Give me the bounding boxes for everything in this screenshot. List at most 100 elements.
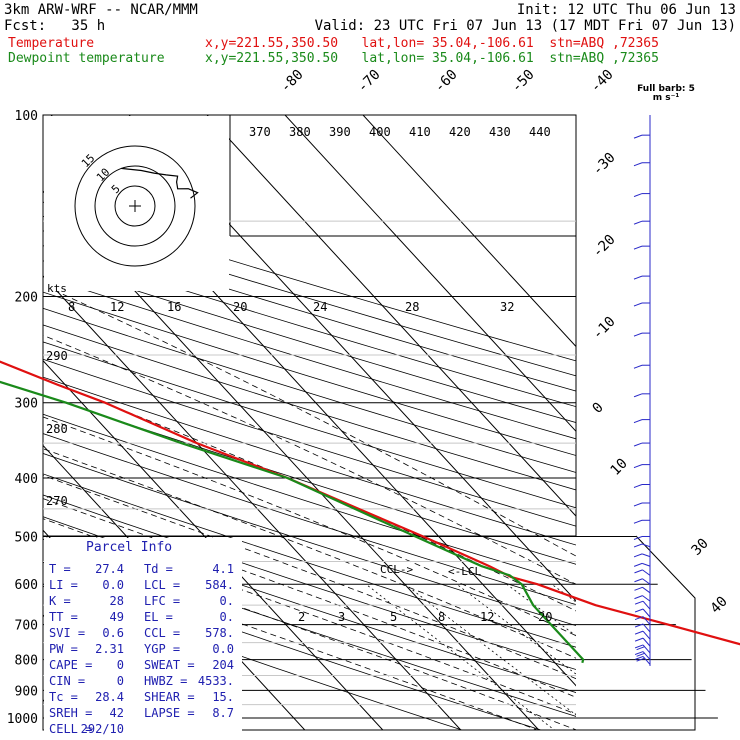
parcel-info-v1: 2.31 (95, 642, 124, 656)
wind-barb-feather (633, 419, 643, 424)
wind-barb-legend-text: Full barb: 5 m s⁻¹ (637, 84, 695, 103)
theta-e-label-430: 430 (489, 125, 511, 139)
mixing-ratio-label-32: 32 (500, 300, 514, 314)
parcel-info-k1: T = (49, 562, 71, 576)
mixing-ratio-line (456, 583, 576, 675)
mixing-ratio-line (404, 583, 576, 716)
wind-barb-feather (634, 644, 644, 649)
parcel-info-v2: 4.1 (212, 562, 234, 576)
temperature-legend-label: Temperature (8, 36, 95, 51)
pressure-label-200: 200 (15, 291, 38, 306)
parcel-info-k1: PW = (49, 642, 78, 656)
wind-barb-feather (633, 220, 643, 225)
hodograph-units: kts (47, 282, 67, 295)
wind-barb-feather (633, 519, 643, 524)
wind-barb-feather (633, 393, 643, 398)
wind-barb (641, 543, 651, 548)
dry-adiabat (43, 358, 576, 527)
wind-barb-feather (634, 600, 644, 605)
parcel-info-k2: LAPSE = (144, 706, 195, 720)
dry-adiabat (43, 433, 576, 606)
theta-e-label-440: 440 (529, 125, 551, 139)
wind-barb-feather (634, 608, 644, 613)
wind-barb-feather (633, 302, 643, 307)
wind-barb (642, 569, 651, 576)
wind-barb-feather (633, 484, 643, 488)
parcel-info-v2: 15. (212, 690, 234, 704)
hodograph-ring-5 (114, 185, 156, 227)
wind-barb-feather (634, 623, 644, 628)
wind-barb-feather (633, 332, 643, 337)
parcel-info-v2: 8.7 (212, 706, 234, 720)
temperature-tick--50: -50 (509, 67, 538, 96)
wind-barb-column (633, 115, 651, 667)
parcel-info-v2: 4533. (197, 674, 234, 688)
parcel-info-v1: 42 (109, 706, 124, 720)
wind-barb (642, 608, 651, 618)
wind-barb-feather (634, 578, 643, 583)
wind-barb (642, 578, 651, 585)
wind-barb-feather (634, 569, 643, 574)
parcel-info-v1: 292/10 (80, 722, 124, 736)
dry-adiabat (43, 291, 576, 456)
pressure-label-600: 600 (15, 578, 38, 593)
temperature-tick--40: -40 (588, 67, 617, 96)
pressure-label-1000: 1000 (7, 712, 38, 727)
wind-barb-feather (633, 193, 643, 198)
mixing-ratio-lower-label-2: 2 (298, 610, 305, 624)
temperature-tick--30: -30 (590, 150, 619, 179)
dry-adiabat (43, 275, 576, 440)
mixing-ratio-label-20: 20 (233, 300, 247, 314)
dry-adiabat (43, 585, 464, 730)
parcel-info-k1: CIN = (49, 674, 86, 688)
pressure-label-800: 800 (15, 654, 38, 669)
temperature-tick-10: 10 (608, 456, 631, 479)
wind-barb-feather (634, 651, 644, 656)
wind-barb-feather (633, 162, 643, 167)
mixing-ratio-label-24: 24 (313, 300, 327, 314)
wind-barb-feather (633, 543, 643, 548)
theta-e-label-380: 380 (289, 125, 311, 139)
parcel-info-panel: Parcel Info T = 27.4 Td = 4.1 LI = 0.0 LCL = 58… (44, 538, 242, 736)
wind-barb (642, 637, 651, 647)
parcel-info-k2: SWEAT = (144, 658, 195, 672)
pressure-label-500: 500 (15, 530, 38, 545)
temperature-tick-40: 40 (708, 594, 731, 617)
forecast-hour: Fcst: 35 h (4, 18, 106, 34)
wind-barb-feather (633, 553, 643, 558)
wind-barb-feather (633, 536, 643, 540)
parcel-info-k2: LCL = (144, 578, 181, 592)
parcel-info-v2: 584. (205, 578, 234, 592)
mixing-ratio-lower-label-5: 5 (390, 610, 397, 624)
parcel-info-k2: SHEAR = (144, 690, 195, 704)
parcel-info-v1: 28 (109, 594, 124, 608)
isotherm (362, 115, 576, 348)
wind-barb-feather (634, 595, 643, 600)
parcel-info-k2: LFC = (144, 594, 181, 608)
wind-barb (642, 586, 651, 594)
dry-adiabat (43, 245, 576, 408)
pressure-label-900: 900 (15, 684, 38, 699)
parcel-info-v1: 49 (109, 610, 124, 624)
mixing-ratio-label-28: 28 (405, 300, 419, 314)
pressure-label-400: 400 (15, 472, 38, 487)
parcel-info-v2: 578. (205, 626, 234, 640)
theta-e-label-420: 420 (449, 125, 471, 139)
temperature-line (0, 360, 740, 646)
parcel-info-v1: 0 (116, 674, 124, 688)
wind-barb-feather (633, 442, 643, 447)
wind-barb (642, 651, 651, 660)
wind-barb (641, 553, 651, 558)
wind-barb (642, 623, 651, 633)
dry-adiabat (43, 307, 576, 473)
dry-adiabat (43, 494, 576, 670)
mixing-ratio-line (365, 583, 556, 730)
wind-barb (642, 595, 651, 602)
mixing-ratio-lower-label-3: 3 (338, 610, 345, 624)
parcel-info-k1: Tc = (49, 690, 78, 704)
parcel-info-k1: SREH = (49, 706, 93, 720)
wind-barb-feather (634, 586, 643, 591)
wind-barb-feather (633, 245, 643, 250)
wind-barb-feather (636, 646, 645, 651)
